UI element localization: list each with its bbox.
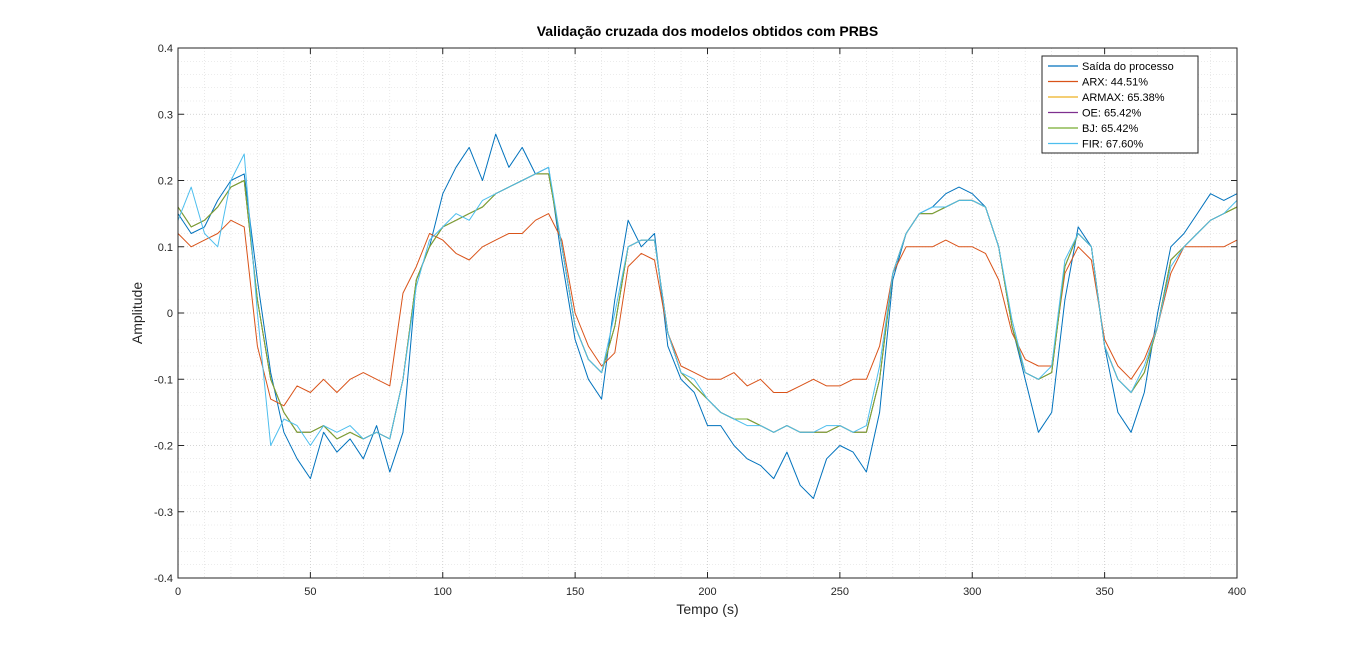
- y-axis-label: Amplitude: [129, 282, 145, 344]
- y-tick-label: -0.4: [154, 573, 173, 585]
- x-tick-label: 400: [1228, 586, 1246, 598]
- legend-entry-5: FIR: 67.60%: [1082, 139, 1143, 151]
- x-tick-label: 50: [304, 586, 316, 598]
- series-layer: [177, 133, 1238, 499]
- series-line-0: [177, 133, 1238, 499]
- y-tick-label: 0.2: [158, 176, 173, 188]
- legend: Saída do processo ARX: 44.51% ARMAX: 65.38…: [1041, 55, 1199, 154]
- x-tick-label: 100: [434, 586, 452, 598]
- y-tick-label: 0.1: [158, 242, 173, 254]
- legend-box: [1041, 55, 1199, 154]
- y-tick-label: -0.2: [154, 441, 173, 453]
- x-tick-label: 300: [963, 586, 981, 598]
- y-axis: -0.4 -0.3 -0.2 -0.1 0 0.1 0.2 0.3 0.4: [154, 43, 1237, 585]
- y-tick-label: 0.3: [158, 109, 173, 121]
- chart-title: Validação cruzada dos modelos obtidos co…: [537, 23, 879, 39]
- x-axis: 0 50 100 150 200 250 300 350 400: [175, 48, 1246, 598]
- series-line-5: [177, 153, 1238, 446]
- legend-entry-1: ARX: 44.51%: [1082, 77, 1148, 89]
- legend-entry-4: BJ: 65.42%: [1082, 123, 1138, 135]
- legend-entry-2: ARMAX: 65.38%: [1082, 92, 1165, 104]
- legend-entry-3: OE: 65.42%: [1082, 108, 1142, 120]
- x-tick-label: 200: [698, 586, 716, 598]
- x-axis-label: Tempo (s): [676, 601, 738, 617]
- y-tick-label: -0.3: [154, 507, 173, 519]
- y-tick-label: -0.1: [154, 374, 173, 386]
- x-tick-label: 0: [175, 586, 181, 598]
- y-tick-label: 0: [167, 308, 173, 320]
- x-tick-label: 350: [1095, 586, 1113, 598]
- y-tick-label: 0.4: [158, 43, 173, 55]
- legend-entry-0: Saída do processo: [1082, 61, 1174, 73]
- x-tick-label: 150: [566, 586, 584, 598]
- x-tick-label: 250: [831, 586, 849, 598]
